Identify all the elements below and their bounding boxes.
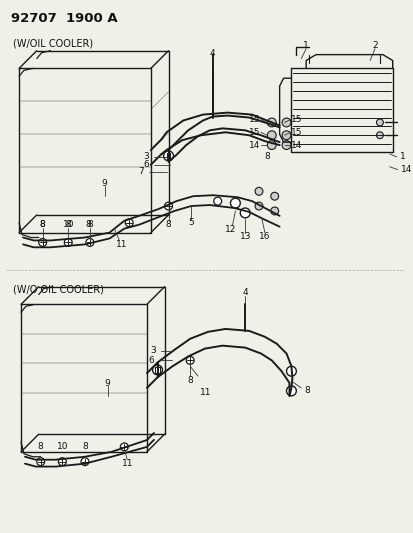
Circle shape [152,365,162,375]
Text: 8: 8 [40,220,45,229]
Circle shape [270,192,278,200]
Circle shape [230,198,240,208]
Text: 8: 8 [263,152,269,161]
Text: 11: 11 [121,459,133,468]
Circle shape [86,238,94,246]
Text: 92707  1900 A: 92707 1900 A [11,12,118,25]
Circle shape [240,208,249,218]
Text: 15: 15 [291,128,302,137]
Circle shape [39,238,47,246]
Text: 8: 8 [82,442,88,451]
Text: 3: 3 [143,152,149,161]
Text: 12: 12 [224,225,235,234]
Text: 8: 8 [65,220,71,229]
Circle shape [286,366,296,376]
Circle shape [254,188,262,195]
Text: 14: 14 [400,165,411,174]
Text: 14: 14 [291,141,302,150]
Circle shape [267,141,275,149]
Circle shape [281,118,290,127]
Circle shape [375,119,382,126]
Text: 8: 8 [165,220,171,229]
Text: 8: 8 [38,442,43,451]
Text: 4: 4 [242,288,247,297]
Text: 16: 16 [259,232,270,241]
Circle shape [375,132,382,139]
Circle shape [213,197,221,205]
Circle shape [164,202,172,210]
Text: 8: 8 [304,386,309,395]
Text: 6: 6 [143,160,149,169]
Text: 8: 8 [85,220,90,229]
Circle shape [281,141,290,149]
Text: 8: 8 [40,220,45,229]
Text: 6: 6 [148,356,153,365]
Text: 15: 15 [248,128,259,137]
Circle shape [186,357,194,365]
Text: 5: 5 [188,218,194,227]
Text: 7: 7 [138,167,144,176]
Circle shape [163,151,173,161]
Text: 10: 10 [57,442,68,451]
Text: 1: 1 [399,152,404,161]
Text: 8: 8 [87,220,93,229]
Circle shape [254,202,262,210]
Circle shape [64,238,72,246]
Text: 14: 14 [248,141,259,150]
Circle shape [286,386,296,396]
Circle shape [281,131,290,140]
Circle shape [267,131,275,140]
Text: 8: 8 [187,376,192,384]
Text: (W/OIL COOLER): (W/OIL COOLER) [13,39,93,49]
Text: 13: 13 [239,232,250,241]
Text: 15: 15 [291,115,302,124]
Circle shape [37,458,45,466]
Circle shape [270,207,278,215]
Text: (W/O OIL COOLER): (W/O OIL COOLER) [13,285,104,295]
Circle shape [125,219,133,227]
Text: 11: 11 [199,389,211,397]
Circle shape [120,443,128,451]
Circle shape [58,458,66,466]
Text: 1: 1 [303,41,309,50]
Circle shape [267,118,275,127]
Text: 15: 15 [248,115,259,124]
Text: 11: 11 [115,240,127,249]
Text: 2: 2 [371,41,377,50]
Text: 3: 3 [150,346,155,355]
Circle shape [81,458,89,466]
Text: 4: 4 [209,49,215,58]
Text: 10: 10 [62,220,74,229]
Text: 9: 9 [102,179,107,188]
Text: 9: 9 [104,378,110,387]
